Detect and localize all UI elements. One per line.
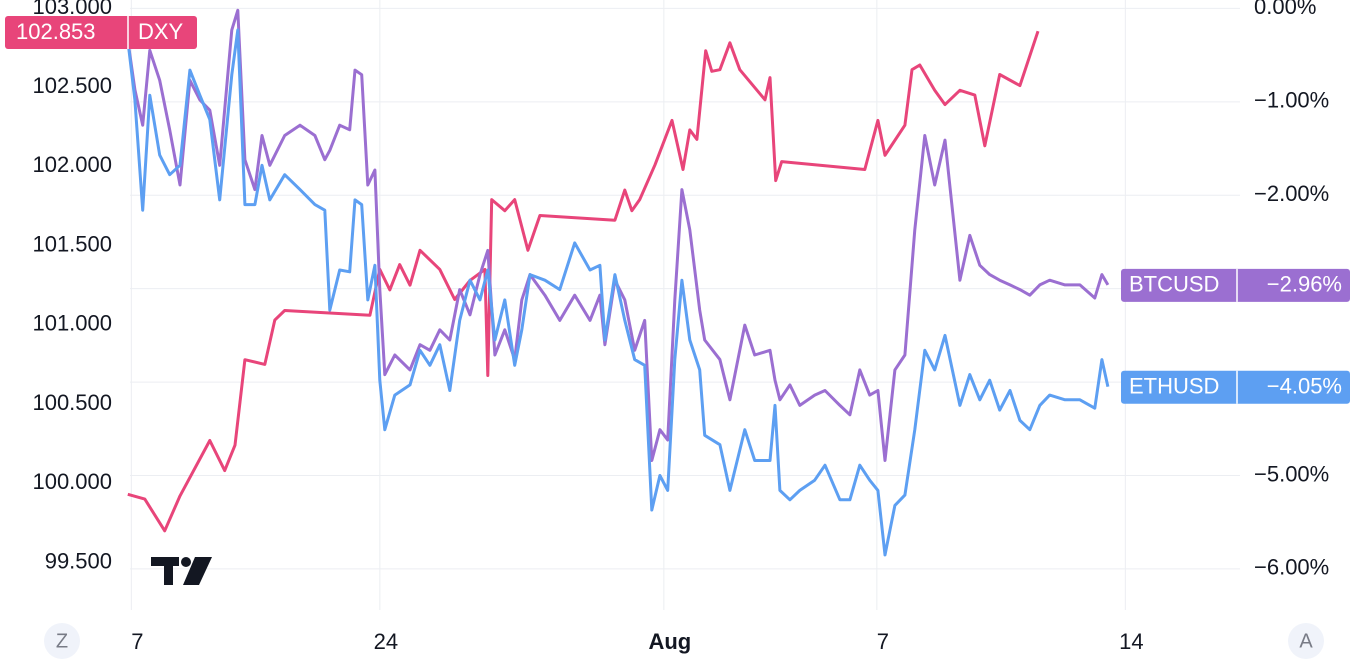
price-label: 102.853 — [16, 19, 96, 44]
y2-tick-label: −6.00% — [1254, 555, 1329, 580]
price-label-box — [5, 16, 197, 49]
grid — [130, 0, 1240, 610]
price-label: −4.05% — [1267, 374, 1342, 399]
price-label-box — [1121, 370, 1350, 404]
x-tick-label: 7 — [131, 629, 143, 654]
y-tick-label: 100.000 — [32, 469, 112, 494]
y-tick-label: 99.500 — [45, 548, 112, 573]
price-label: −2.96% — [1267, 272, 1342, 297]
series-line — [127, 30, 1040, 533]
series-line — [126, 28, 1110, 557]
axis-mode-button[interactable]: Z — [44, 623, 80, 659]
y-tick-label: 102.500 — [32, 73, 112, 98]
y2-tick-label: −2.00% — [1254, 181, 1329, 206]
x-tick-label: 7 — [877, 629, 889, 654]
x-tick-label: 14 — [1119, 629, 1143, 654]
y-tick-label: 101.000 — [32, 311, 112, 336]
y-tick-label: 102.000 — [32, 152, 112, 177]
series-name-label: ETHUSD — [1129, 374, 1219, 399]
series-name-label: DXY — [138, 19, 184, 44]
y2-tick-label: −1.00% — [1254, 88, 1329, 113]
button-label: A — [1299, 630, 1313, 652]
y-tick-label: 100.500 — [32, 390, 112, 415]
series-lines — [126, 8, 1110, 557]
x-tick-label: 24 — [374, 629, 398, 654]
button-label: Z — [56, 630, 68, 652]
tradingview-logo — [151, 557, 212, 585]
y-tick-label: 103.000 — [32, 0, 112, 19]
button-bg — [44, 623, 80, 659]
button-bg — [1288, 623, 1324, 659]
x-tick-label: Aug — [648, 629, 691, 654]
price-label-box — [1121, 268, 1350, 302]
axis-mode-button[interactable]: A — [1288, 623, 1324, 659]
labels: 7 24 Aug 7 14 103.000 102.500 102.000 101.500 101… — [5, 0, 1350, 659]
y-tick-label: 101.500 — [32, 231, 112, 256]
y2-tick-label: −5.00% — [1254, 461, 1329, 486]
y2-tick-label: 0.00% — [1254, 0, 1316, 19]
series-name-label: BTCUSD — [1129, 272, 1219, 297]
series-line — [126, 8, 1110, 462]
